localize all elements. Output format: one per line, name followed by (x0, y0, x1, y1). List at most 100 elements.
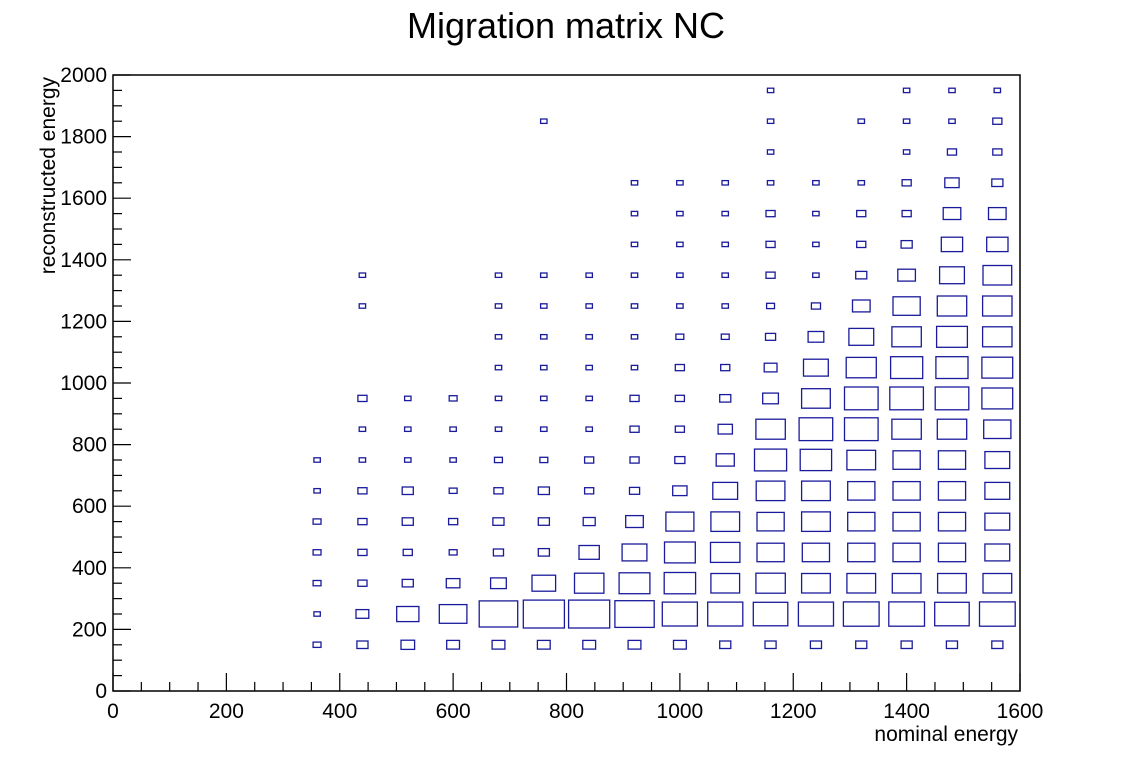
matrix-cell-box (981, 326, 1013, 348)
matrix-cell-box (721, 272, 730, 279)
matrix-cell-box (843, 417, 879, 442)
matrix-cell-box (891, 572, 922, 594)
matrix-cell-box (897, 268, 917, 282)
matrix-cell-box (539, 456, 549, 464)
matrix-cell-box (357, 548, 368, 557)
matrix-cell-box (539, 118, 548, 125)
matrix-cell-box (766, 149, 775, 155)
matrix-cell-box (753, 448, 788, 472)
matrix-cell-box (674, 455, 686, 465)
matrix-cell-box (448, 487, 458, 495)
x-tick-label: 200 (209, 700, 244, 723)
matrix-cell-box (537, 547, 551, 557)
matrix-cell-box (448, 395, 458, 402)
matrix-cell-box (539, 303, 548, 309)
matrix-cell-box (807, 330, 825, 343)
y-tick-label: 0 (95, 680, 107, 703)
x-tick-labels: 0 200 400 600 800 1000 1200 1400 1600 (107, 700, 1043, 723)
matrix-cell-box (755, 418, 786, 440)
matrix-cell-box (891, 326, 922, 348)
matrix-cell-box (449, 426, 457, 433)
y-tick-label: 1600 (60, 187, 107, 210)
y-tick-label: 800 (72, 434, 107, 457)
matrix-cell-box (763, 362, 778, 373)
matrix-cell-box (765, 271, 776, 279)
matrix-cell-box (900, 239, 913, 249)
matrix-cell-box (719, 640, 732, 650)
matrix-cell-box (901, 209, 912, 218)
matrix-cell-box (492, 517, 505, 526)
matrix-cell-box (537, 517, 551, 526)
matrix-cell-box (676, 210, 684, 217)
matrix-cell-box (717, 423, 734, 435)
matrix-cell-box (812, 241, 820, 248)
matrix-cell-box (800, 572, 831, 594)
matrix-cell-box (494, 426, 503, 433)
matrix-cell-box (982, 572, 1013, 594)
matrix-cell-box (582, 639, 597, 650)
matrix-cell-box (491, 639, 506, 650)
matrix-cell-box (797, 601, 835, 627)
matrix-cell-box (358, 303, 367, 309)
matrix-cell-box (531, 574, 557, 592)
matrix-cell-box (449, 457, 457, 463)
matrix-cell-box (993, 87, 1002, 94)
matrix-cell-box (934, 601, 970, 627)
matrix-cell-box (946, 148, 958, 156)
matrix-cell-box (845, 356, 877, 379)
matrix-cell-box (812, 179, 820, 186)
matrix-cell-box (756, 511, 785, 532)
matrix-cell-box (446, 639, 461, 650)
matrix-cell-box (583, 456, 595, 464)
matrix-cell-box (937, 542, 967, 563)
matrix-cell-box (312, 641, 322, 649)
matrix-cell-box (313, 487, 321, 494)
matrix-cell-box (630, 303, 639, 309)
matrix-cell-box (494, 395, 503, 402)
matrix-cell-box (630, 210, 639, 217)
matrix-cell-box (765, 302, 776, 310)
matrix-cell-box (942, 206, 962, 221)
y-tick-label: 1400 (60, 249, 107, 272)
matrix-cell-box (357, 579, 368, 587)
matrix-cell-box (539, 426, 548, 433)
matrix-cell-box (856, 209, 867, 218)
matrix-cell-box (583, 487, 595, 495)
matrix-cell-box (494, 364, 503, 371)
matrix-cell-box (674, 363, 686, 372)
matrix-cell-box (847, 511, 876, 532)
y-tick-labels: 0 200 400 600 800 1000 1200 1400 1600 1800 2000 (60, 64, 107, 703)
matrix-cell-box (936, 295, 968, 317)
matrix-cell-box (902, 87, 911, 94)
matrix-cell-box (629, 394, 640, 403)
matrix-cell-box (618, 572, 651, 595)
matrix-cell-box (809, 640, 823, 650)
matrix-cell-box (710, 572, 741, 594)
matrix-cell-box (356, 640, 369, 650)
matrix-cell-box (948, 87, 956, 94)
matrix-cell-box (983, 419, 1012, 440)
box-layer (312, 87, 1016, 651)
matrix-cell-box (358, 457, 367, 463)
matrix-cell-box (627, 639, 642, 650)
matrix-cell-box (721, 303, 730, 309)
matrix-cell-box (981, 356, 1014, 379)
matrix-cell-box (936, 572, 967, 594)
matrix-cell-box (358, 426, 367, 433)
matrix-cell-box (891, 418, 922, 440)
matrix-cell-box (445, 577, 461, 589)
matrix-cell-box (676, 241, 684, 248)
matrix-cell-box (621, 543, 648, 562)
x-tick-label: 0 (107, 700, 119, 723)
x-axis-title: nominal energy (874, 723, 1018, 746)
matrix-cell-box (585, 395, 594, 402)
matrix-cell-box (720, 333, 730, 341)
matrix-cell-box (902, 118, 911, 125)
matrix-cell-box (847, 480, 876, 501)
x-tick-label: 1600 (997, 700, 1044, 723)
matrix-cell-box (855, 270, 868, 280)
matrix-cell-box (396, 605, 420, 623)
matrix-cell-box (582, 516, 596, 527)
matrix-cell-box (585, 272, 594, 279)
matrix-cell-box (630, 272, 639, 279)
